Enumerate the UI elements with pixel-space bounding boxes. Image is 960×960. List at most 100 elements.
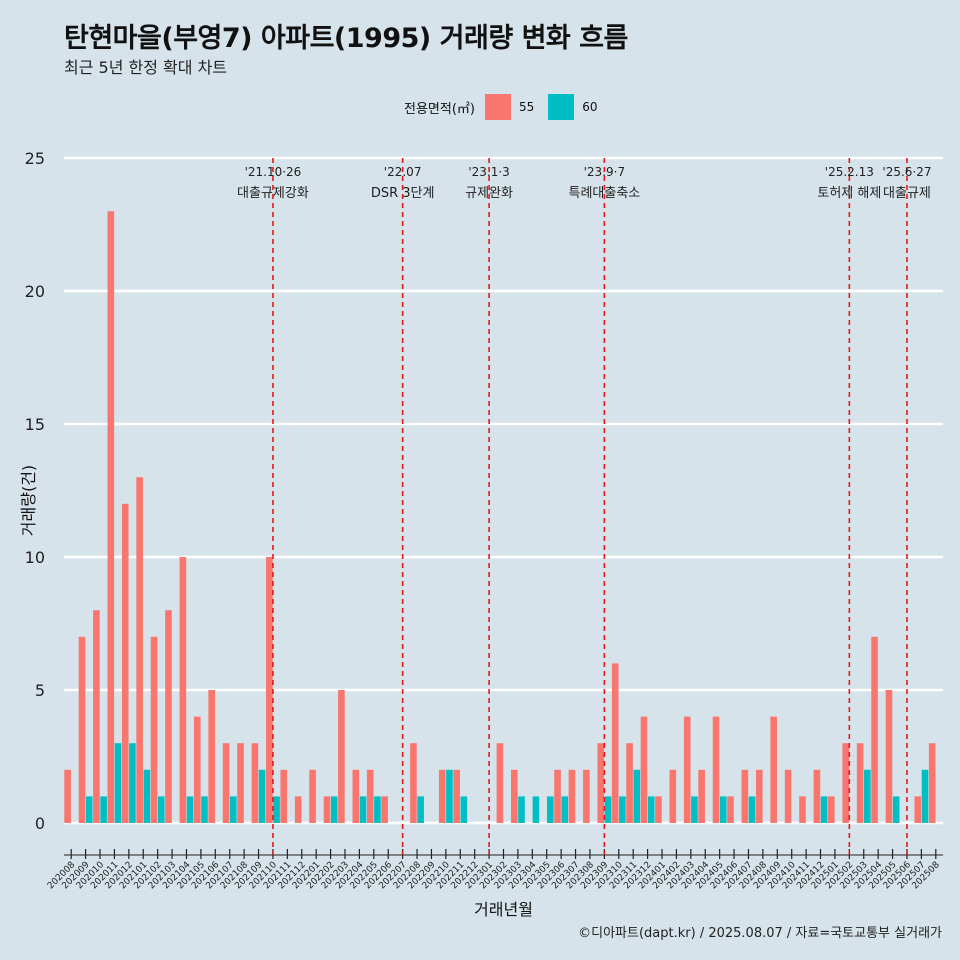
bar-55 [338, 690, 345, 823]
bar-55 [626, 743, 633, 823]
bar-60 [114, 743, 122, 823]
bar-55 [842, 743, 850, 823]
bar-55 [683, 716, 691, 823]
bar-60 [230, 796, 237, 823]
event-date-label: '21.10·26 [245, 165, 302, 179]
bar-55 [856, 743, 864, 823]
bar-60 [258, 769, 266, 823]
bar-55 [193, 716, 201, 823]
bar-60 [532, 796, 540, 823]
bar-60 [129, 743, 136, 823]
bar-60 [892, 796, 900, 823]
y-axis-title: 거래량(건) [19, 465, 38, 536]
bar-55 [755, 769, 763, 823]
bar-55 [323, 796, 331, 823]
legend-title: 전용면적(㎡) [404, 101, 475, 117]
y-tick-label: 10 [25, 548, 45, 567]
bar-60 [359, 796, 367, 823]
bar-60 [446, 769, 453, 823]
event-date-label: '23.9·7 [584, 165, 625, 179]
bar-60 [547, 796, 554, 823]
bar-55 [799, 796, 806, 823]
y-tick-label: 20 [25, 282, 45, 301]
bar-60 [273, 796, 280, 823]
bar-55 [453, 769, 460, 823]
bar-55 [309, 769, 316, 823]
chart-title: 탄현마을(부영7) 아파트(1995) 거래량 변화 흐름 [64, 23, 628, 54]
bar-55 [611, 663, 619, 823]
chart-subtitle: 최근 5년 한정 확대 차트 [64, 58, 228, 77]
bar-60 [201, 796, 208, 823]
bar-55 [366, 769, 374, 823]
bar-60 [647, 796, 655, 823]
bar-55 [914, 796, 922, 823]
bar-55 [237, 743, 244, 823]
event-name-label: DSR 3단계 [371, 186, 435, 201]
bar-55 [597, 743, 605, 823]
bar-55 [770, 716, 777, 823]
bar-60 [157, 796, 165, 823]
bar-60 [100, 796, 107, 823]
bar-55 [280, 769, 288, 823]
bar-60 [619, 796, 626, 823]
bar-60 [374, 796, 381, 823]
bar-60 [143, 769, 151, 823]
y-tick-label: 25 [25, 149, 45, 168]
bar-55 [381, 796, 388, 823]
bar-55 [583, 769, 590, 823]
bar-55 [438, 769, 446, 823]
bar-60 [417, 796, 424, 823]
bar-55 [568, 769, 576, 823]
bar-55 [294, 796, 302, 823]
bar-60 [820, 796, 828, 823]
bar-60 [748, 796, 756, 823]
bar-55 [655, 796, 662, 823]
bar-60 [330, 796, 338, 823]
bar-55 [698, 769, 705, 823]
bar-55 [121, 503, 129, 823]
bar-55 [554, 769, 561, 823]
legend-label-60: 60 [582, 100, 598, 114]
legend-swatch-55 [484, 94, 511, 120]
bar-55 [741, 769, 749, 823]
bar-55 [784, 769, 792, 823]
bar-55 [107, 211, 115, 823]
event-date-label: '23.1·3 [468, 165, 509, 179]
bar-55 [93, 610, 100, 823]
legend: 전용면적(㎡) 55 60 [404, 93, 612, 121]
bar-60 [85, 796, 93, 823]
bar-55 [352, 769, 360, 823]
event-name-label: 특례대출축소 [568, 186, 640, 201]
bar-55 [640, 716, 648, 823]
bar-55 [928, 743, 936, 823]
bar-55 [150, 636, 158, 823]
bar-55 [669, 769, 677, 823]
x-axis-title: 거래년월 [474, 900, 533, 919]
bar-60 [691, 796, 698, 823]
bar-55 [266, 557, 273, 823]
bar-55 [251, 743, 259, 823]
bar-55 [78, 636, 86, 823]
legend-label-55: 55 [518, 100, 535, 114]
bar-55 [222, 743, 230, 823]
event-date-label: '25.2.13 [825, 165, 874, 179]
bar-55 [727, 796, 734, 823]
event-date-label: '22.07 [384, 165, 422, 179]
bar-60 [561, 796, 569, 823]
bar-55 [813, 769, 821, 823]
bar-55 [712, 716, 720, 823]
event-name-label: 대출규제강화 [237, 186, 309, 201]
bar-55 [179, 557, 187, 823]
bar-55 [165, 610, 172, 823]
bar-55 [410, 743, 417, 823]
bar-60 [633, 769, 641, 823]
y-tick-label: 0 [35, 814, 45, 833]
event-name-label: 대출규제 [883, 186, 931, 201]
bar-55 [828, 796, 835, 823]
bar-60 [518, 796, 525, 823]
bar-55 [136, 477, 143, 823]
bar-55 [64, 769, 71, 823]
event-date-label: '25.6·27 [882, 165, 931, 179]
bar-60 [864, 769, 871, 823]
